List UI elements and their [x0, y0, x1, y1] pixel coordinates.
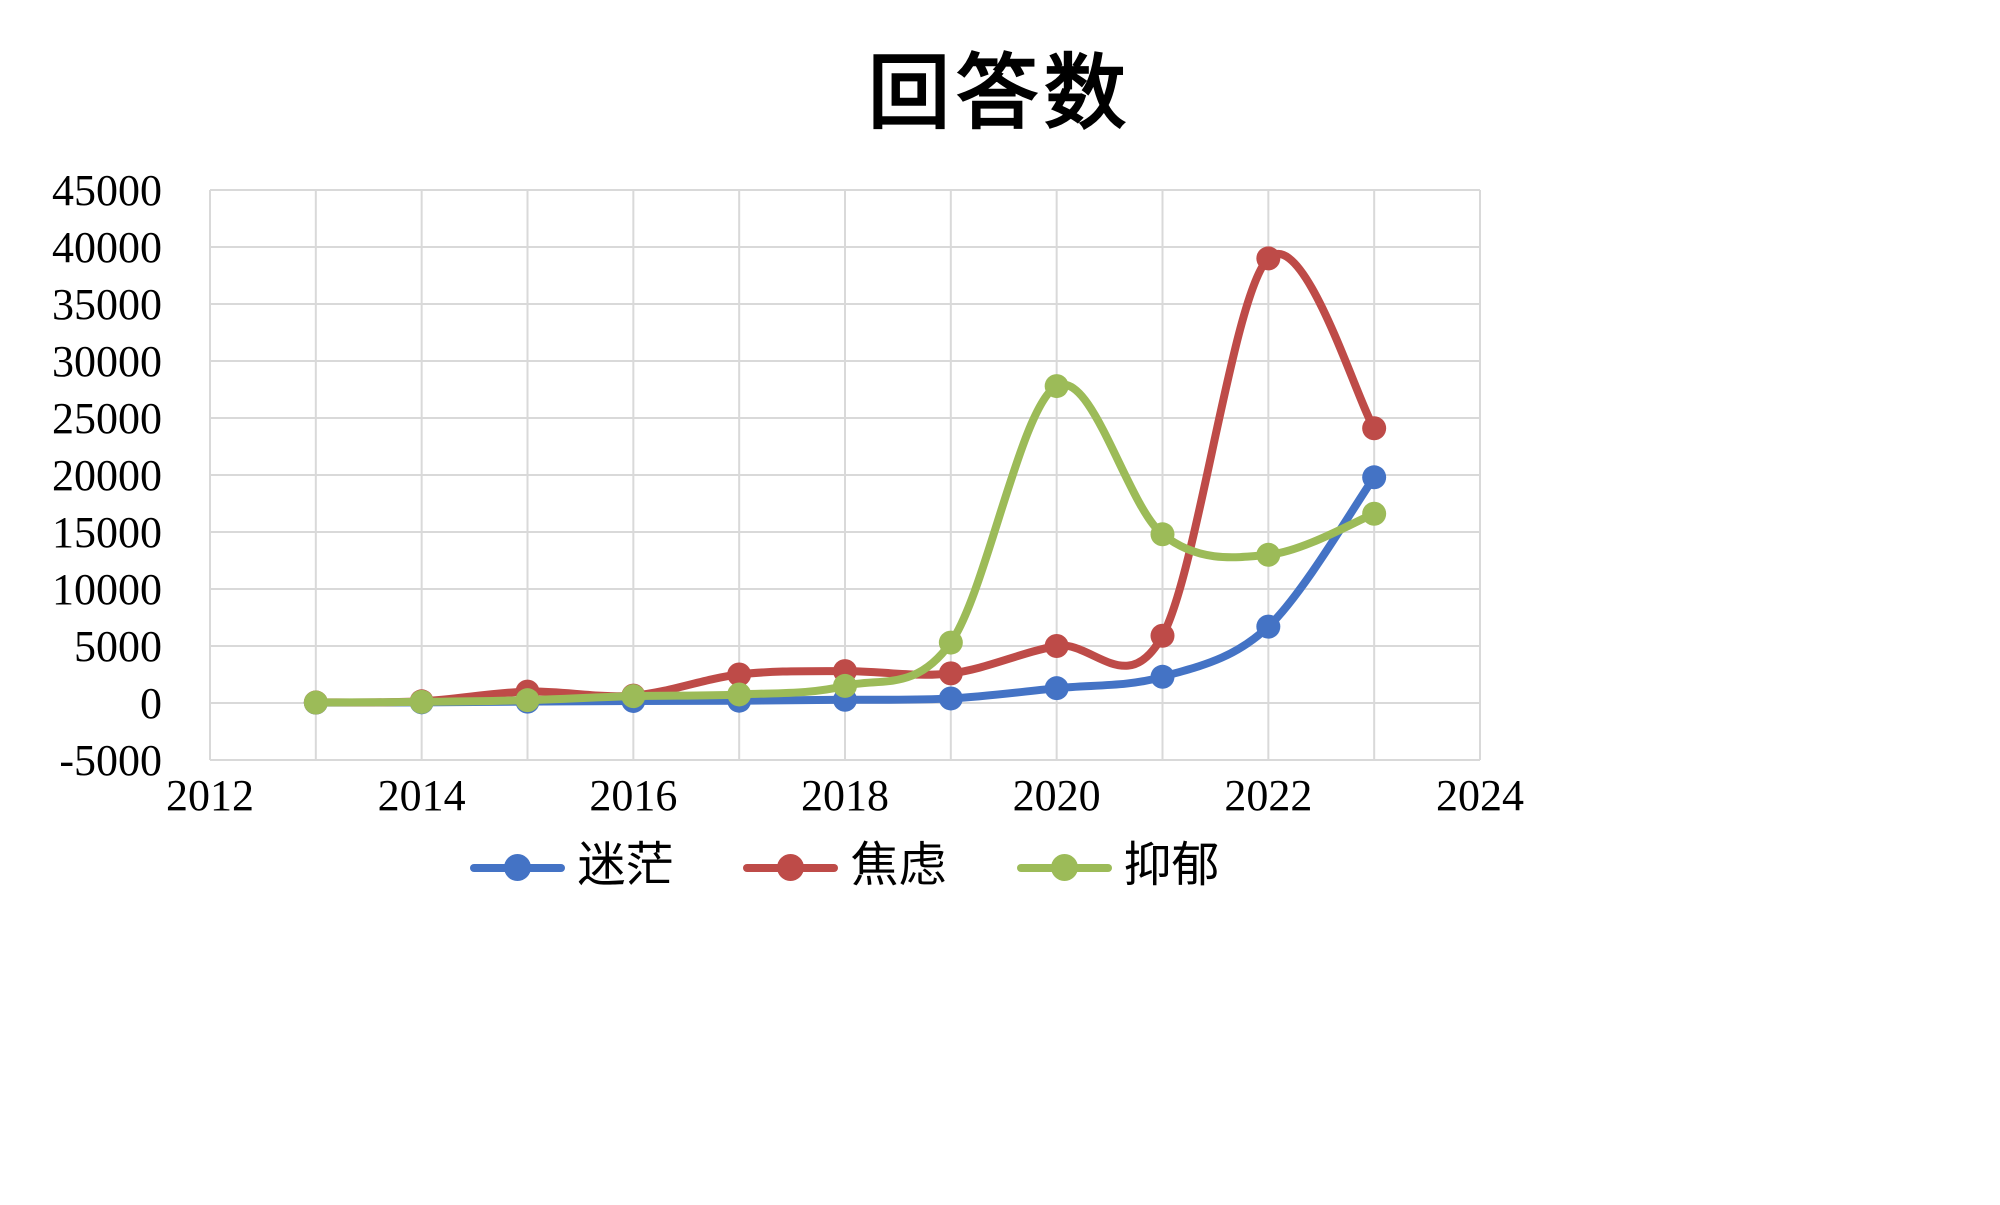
chart-title: 回答数	[867, 48, 1132, 139]
legend-dot-swatch	[1050, 854, 1078, 881]
series-marker-1	[1044, 634, 1069, 658]
x-axis-tick-label: 2016	[589, 771, 677, 820]
y-axis-tick-label: 0	[140, 679, 162, 728]
legend-label: 焦虑	[850, 839, 947, 892]
series-marker-2	[303, 690, 328, 715]
series-marker-2	[1044, 374, 1069, 399]
y-axis-tick-label: 25000	[52, 394, 162, 443]
series-marker-0	[1256, 614, 1281, 639]
x-axis-tick-label: 2014	[378, 771, 466, 820]
x-axis-tick-label: 2012	[166, 771, 254, 820]
series-marker-2	[515, 688, 540, 713]
series-marker-2	[409, 689, 434, 714]
y-axis-tick-label: 40000	[52, 223, 162, 272]
legend-item-jiaolv: 焦虑	[743, 839, 947, 894]
y-axis-tick-label: 45000	[52, 166, 162, 215]
x-axis-tick-label: 2018	[801, 771, 889, 820]
legend-item-mimang: 迷茫	[470, 842, 673, 894]
legend-dot-swatch	[777, 854, 805, 881]
legend-dot-swatch	[504, 854, 532, 881]
y-axis-tick-label: 15000	[52, 508, 162, 557]
legend-line-swatch	[1016, 854, 1112, 881]
chart-legend: 迷茫 焦虑 抑郁	[210, 842, 1480, 894]
y-axis-tick-label: 35000	[52, 280, 162, 329]
series-marker-0	[1150, 664, 1175, 689]
series-marker-2	[621, 684, 646, 709]
y-axis-tick-label: 10000	[52, 565, 162, 614]
y-axis-tick-label: 20000	[52, 451, 162, 500]
series-marker-2	[1362, 501, 1387, 526]
series-marker-1	[1362, 416, 1387, 441]
series-marker-2	[1256, 542, 1281, 567]
series-marker-0	[1362, 465, 1387, 490]
y-axis-tick-label: 30000	[52, 337, 162, 386]
x-axis-tick-label: 2024	[1436, 771, 1524, 820]
series-marker-1	[1150, 623, 1175, 648]
x-axis-tick-label: 2020	[1013, 771, 1101, 820]
series-marker-1	[1256, 246, 1281, 271]
series-marker-0	[1044, 676, 1069, 701]
y-axis-tick-label: 5000	[74, 622, 162, 671]
legend-label: 抑郁	[1123, 839, 1220, 892]
legend-item-yiyu: 抑郁	[1016, 839, 1220, 894]
series-marker-2	[833, 673, 857, 698]
legend-line-swatch	[470, 854, 566, 881]
legend-line-swatch	[743, 854, 839, 881]
series-marker-2	[727, 682, 752, 707]
legend-label: 迷茫	[577, 839, 674, 892]
x-axis-tick-label: 2022	[1224, 771, 1312, 820]
series-marker-1	[938, 661, 963, 686]
y-axis-tick-label: -5000	[59, 736, 162, 785]
series-marker-2	[1150, 522, 1175, 547]
series-marker-2	[938, 630, 963, 655]
series-marker-0	[938, 686, 963, 711]
series-marker-1	[727, 662, 752, 687]
